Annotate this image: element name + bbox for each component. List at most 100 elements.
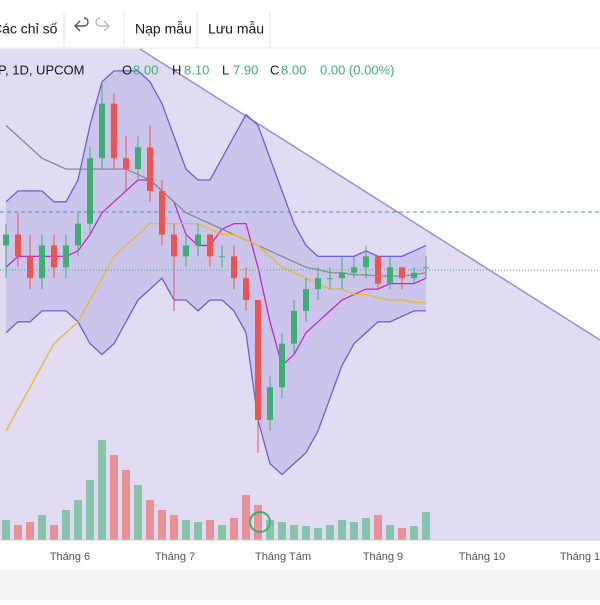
volume-bar (50, 525, 58, 540)
candle-body (231, 256, 237, 279)
volume-bar (302, 526, 310, 540)
volume-bar (218, 525, 226, 540)
candle-body (327, 278, 333, 280)
low-label: L (222, 62, 229, 77)
candle-body (63, 245, 69, 268)
candle-body (267, 387, 273, 420)
volume-bar (26, 522, 34, 540)
symbol: P, 1D, UPCOM (0, 62, 84, 77)
candle-body (135, 147, 141, 170)
candle-body (243, 278, 249, 300)
volume-bar (278, 522, 286, 540)
volume-bar (422, 512, 430, 540)
candle-body (255, 300, 261, 420)
volume-bar (86, 480, 94, 540)
candle-body (291, 310, 297, 344)
candle-body (27, 256, 33, 279)
volume-bar (74, 500, 82, 540)
volume-bar (374, 515, 382, 540)
save-template-button[interactable]: Lưu mẫu (208, 21, 264, 37)
candle-body (171, 234, 177, 257)
undo-icon[interactable] (74, 17, 89, 32)
candle-body (219, 256, 225, 258)
candle-body (399, 267, 405, 279)
moving-average (5, 222, 427, 432)
volume-bar (230, 518, 238, 540)
candle-body (363, 256, 369, 268)
candle-body (279, 343, 285, 388)
time-axis (0, 540, 600, 570)
volume-bar (110, 455, 118, 540)
volume-bar (242, 495, 250, 540)
moving-average (5, 179, 427, 367)
candle-body (339, 272, 345, 279)
volume-bar (182, 520, 190, 540)
high-value: 8.10 (184, 62, 209, 77)
volume-bar (98, 440, 106, 540)
volume-bar (134, 485, 142, 540)
load-template-button[interactable]: Nạp mẫu (135, 21, 192, 37)
indicators-button[interactable]: Các chỉ số (0, 21, 58, 37)
volume-bar (14, 525, 22, 540)
volume-bar (350, 522, 358, 540)
candle-body (123, 158, 129, 170)
candle-body (303, 289, 309, 311)
volume-bar (194, 522, 202, 540)
high-label: H (172, 62, 181, 77)
candle-body (99, 103, 105, 159)
trend-line (139, 48, 600, 341)
candle-body (387, 267, 393, 284)
footer (0, 570, 600, 600)
volume-bar (362, 518, 370, 540)
volume-bar (146, 500, 154, 540)
volume-bar (386, 525, 394, 540)
volume-bar (290, 525, 298, 540)
candle-body (3, 234, 9, 246)
volume-bar (266, 520, 274, 540)
x-tick-label: Tháng Tám (255, 551, 311, 563)
volume-bar (326, 525, 334, 540)
event-marker[interactable] (249, 511, 271, 533)
x-tick-label: Tháng 10 (459, 551, 505, 563)
change-value: 0.00 (0.00%) (320, 62, 394, 77)
close-value: 8.00 (281, 62, 306, 77)
volume-bar (170, 515, 178, 540)
candle-body (75, 223, 81, 246)
candle-body (183, 245, 189, 257)
volume-bar (122, 470, 130, 540)
volume-bar (398, 528, 406, 540)
x-tick-label: Tháng 9 (363, 551, 403, 563)
candle-body (39, 245, 45, 279)
redo-icon[interactable] (95, 17, 110, 32)
volume-bar (338, 520, 346, 540)
candle-body (51, 245, 57, 268)
volume-bar (206, 520, 214, 540)
x-tick-label: Tháng 6 (50, 551, 90, 563)
volume-bar (410, 526, 418, 540)
open-label: O (122, 62, 132, 77)
toolbar (0, 0, 600, 48)
x-tick-label: Tháng 1 (560, 551, 600, 563)
band-fill (6, 70, 426, 475)
volume-bar (314, 528, 322, 540)
candle-body (111, 103, 117, 159)
candle-body (87, 158, 93, 224)
volume-bar (38, 515, 46, 540)
candle-body (207, 234, 213, 257)
candle-body (195, 234, 201, 246)
x-tick-label: Tháng 7 (155, 551, 195, 563)
low-value: 7.90 (233, 62, 258, 77)
volume-bar (2, 520, 10, 540)
candle-body (411, 272, 417, 279)
volume-bar (254, 505, 262, 540)
candle-body (315, 278, 321, 290)
candle-body (159, 190, 165, 235)
volume-bar (62, 510, 70, 540)
band-lower (5, 277, 426, 476)
candle-body (15, 234, 21, 257)
moving-average (5, 124, 427, 277)
candle-body (423, 267, 429, 269)
band-upper (5, 70, 427, 258)
